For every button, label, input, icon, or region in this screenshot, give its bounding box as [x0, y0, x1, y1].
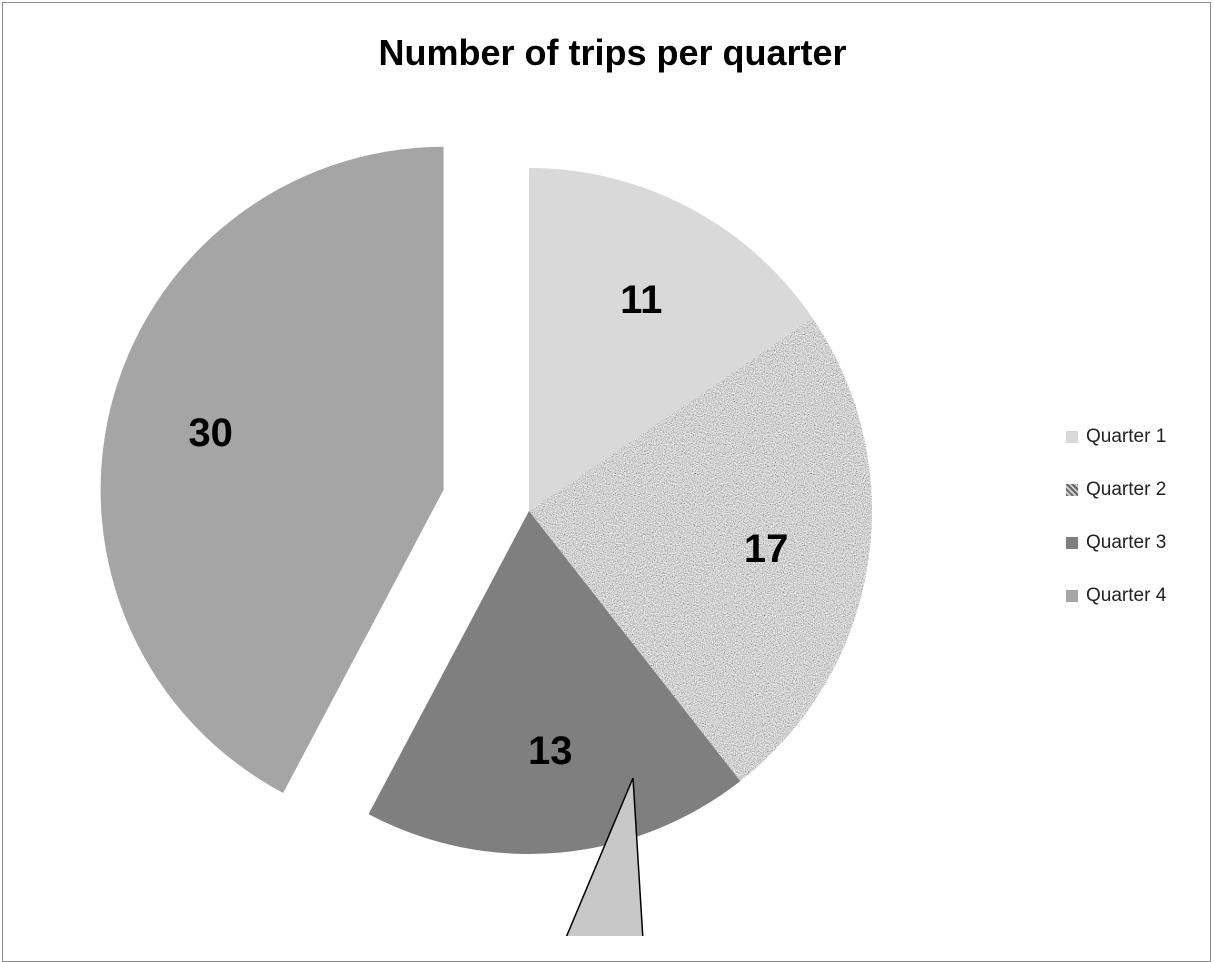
pie-chart: 11 17 13 30: [100, 146, 872, 936]
legend-label: Quarter 1: [1086, 426, 1167, 447]
data-label-quarter-3: 13: [528, 729, 573, 773]
legend-label: Quarter 3: [1086, 532, 1167, 553]
legend: Quarter 1 Quarter 2 Quarter 3 Quarter 4: [1066, 425, 1206, 637]
legend-item-quarter-3: Quarter 3: [1066, 531, 1206, 584]
legend-item-quarter-2: Quarter 2: [1066, 478, 1206, 531]
pie-slice-quarter-3[interactable]: [368, 511, 741, 854]
pie-slice-quarter-4[interactable]: [100, 146, 444, 793]
legend-swatch: [1066, 484, 1078, 496]
legend-swatch: [1066, 537, 1078, 549]
data-label-quarter-1: 11: [620, 278, 662, 322]
pie-slice-quarter-2[interactable]: [529, 318, 872, 782]
pie-slice-quarter-1[interactable]: [529, 168, 813, 511]
legend-label: Quarter 2: [1086, 479, 1167, 500]
legend-swatch: [1066, 431, 1078, 443]
legend-item-quarter-1: Quarter 1: [1066, 425, 1206, 478]
chart-title: Number of trips per quarter: [378, 32, 847, 73]
data-label-quarter-4: 30: [188, 411, 233, 455]
legend-label: Quarter 4: [1086, 585, 1167, 606]
legend-item-quarter-4: Quarter 4: [1066, 584, 1206, 637]
data-label-quarter-2: 17: [744, 527, 789, 571]
callout-pointer-shape: [565, 777, 644, 936]
legend-swatch: [1066, 590, 1078, 602]
